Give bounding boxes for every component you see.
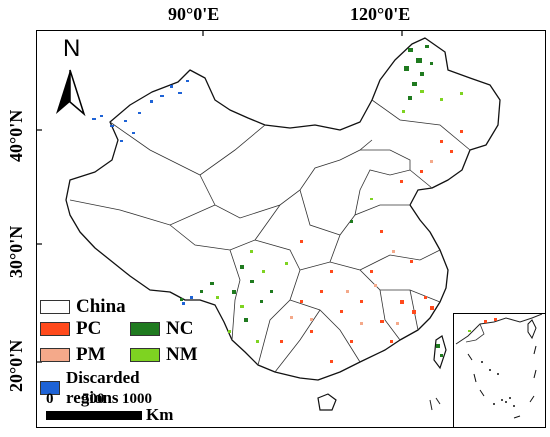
legend-item-pm: PM	[40, 344, 106, 366]
lat-label-40n: 40°0'N	[6, 109, 26, 162]
legend-swatch-pm	[40, 348, 70, 362]
lon-label-120e: 120°0'E	[350, 4, 411, 24]
lat-label-30n: 30°0'N	[6, 225, 26, 278]
legend-item-pc: PC	[40, 318, 101, 340]
legend-label-nm: NM	[166, 344, 198, 365]
legend-swatch-pc	[40, 322, 70, 336]
legend-label-discarded: Discarded regions	[65, 368, 140, 407]
north-arrow-label: N	[63, 35, 81, 62]
discarded-regions	[91, 79, 193, 305]
hainan-island	[316, 392, 337, 411]
pm-areas	[289, 159, 433, 325]
north-arrow-icon	[55, 69, 86, 116]
legend-label-pc: PC	[76, 318, 102, 339]
legend-swatch-discarded	[40, 381, 60, 395]
legend-label-pm: PM	[76, 344, 106, 365]
taiwan-island	[432, 334, 447, 369]
scale-tick-1000: 1000	[122, 391, 152, 407]
province-boundaries	[69, 99, 470, 372]
china-outline	[64, 36, 501, 381]
map-frame: N	[35, 29, 546, 428]
scale-tick-0: 0	[46, 391, 54, 407]
scale-bar-graphic	[46, 411, 142, 420]
scale-bar: 0 500 1000 Km	[46, 391, 202, 433]
nm-areas	[215, 89, 463, 343]
nc-areas	[179, 44, 443, 357]
south-china-sea-inset	[453, 313, 546, 428]
legend-swatch-nc	[130, 322, 160, 336]
legend-label-china: China	[76, 296, 126, 317]
legend-item-nm: NM	[130, 344, 198, 366]
pc-areas	[279, 129, 463, 363]
legend-swatch-nm	[130, 348, 160, 362]
legend-item-nc: NC	[130, 318, 193, 340]
legend-swatch-china	[40, 300, 70, 314]
china-map	[35, 29, 501, 411]
lon-label-90e: 90°0'E	[168, 4, 220, 24]
inset-map	[455, 313, 543, 419]
scale-unit: Km	[146, 405, 174, 424]
scale-tick-500: 500	[82, 391, 105, 407]
legend-label-nc: NC	[166, 318, 194, 339]
legend-item-discarded: Discarded regions	[40, 368, 150, 408]
lat-label-20n: 20°0'N	[6, 339, 26, 392]
legend-item-china: China	[40, 296, 126, 318]
